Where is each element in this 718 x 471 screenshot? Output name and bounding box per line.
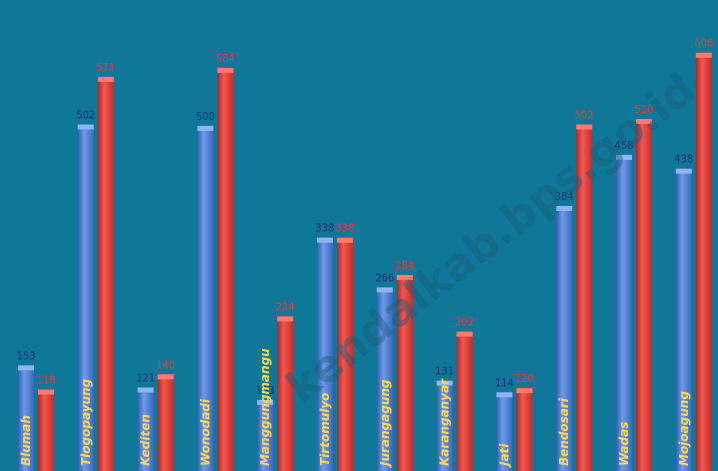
data-label: 266 — [375, 271, 394, 284]
bar-cap — [457, 332, 473, 337]
data-label: 120 — [515, 372, 534, 385]
category-label: Jati — [497, 443, 511, 468]
bar-cap — [158, 374, 174, 379]
data-label: 338 — [316, 222, 335, 235]
bar-cap — [277, 316, 293, 321]
bar-cap — [696, 53, 712, 58]
data-label: 584 — [216, 52, 235, 65]
data-label: 338 — [336, 222, 355, 235]
bar-cap — [197, 126, 213, 131]
data-label: 118 — [37, 374, 56, 387]
data-label: 202 — [455, 316, 474, 329]
bar-cap — [516, 388, 532, 393]
category-label: Kediten — [139, 414, 153, 466]
bar-wonodadi-series-2 — [217, 68, 233, 471]
data-label: 224 — [276, 300, 295, 313]
bar-cap — [217, 68, 233, 73]
data-label: 500 — [196, 110, 215, 123]
data-label: 140 — [156, 358, 175, 371]
category-label: Tlogopayung — [79, 378, 93, 466]
data-label: 153 — [17, 349, 36, 362]
bar-cap — [496, 392, 512, 397]
bar-cap — [337, 238, 353, 243]
category-label: Wonodadi — [198, 398, 212, 466]
category-label: Karanganyar — [438, 378, 452, 466]
data-label: 121 — [136, 371, 155, 384]
data-label: 502 — [76, 109, 95, 122]
bar-jati-series-2 — [516, 388, 532, 471]
category-label: Wadas — [617, 422, 631, 466]
bar-cap — [138, 387, 154, 392]
data-label: 438 — [674, 153, 693, 166]
bar-cap — [38, 390, 54, 395]
bar-manggungmangu-series-2 — [277, 316, 293, 471]
bar-tlogopayung-series-2 — [98, 77, 114, 471]
category-label: Blumah — [19, 415, 33, 466]
bar-cap — [18, 365, 34, 370]
bar-cap — [98, 77, 114, 82]
category-label: Jurangagung — [378, 379, 392, 468]
data-label: 502 — [575, 109, 594, 122]
bar-cap — [78, 125, 94, 130]
category-label: Bendosari — [557, 397, 571, 466]
category-label: Mojoagung — [677, 391, 691, 466]
category-label: Manggungmangu — [258, 348, 272, 466]
bar-blumah-series-2 — [38, 390, 54, 471]
data-label: 606 — [694, 37, 713, 50]
data-label: 131 — [435, 365, 454, 378]
bar-cap — [676, 169, 692, 174]
bar-mojoagung-series-2 — [696, 53, 712, 471]
bar-karanganyar-series-2 — [457, 332, 473, 471]
data-label: 114 — [495, 376, 514, 389]
bar-kediten-series-2 — [158, 374, 174, 471]
bar-wadas-series-2 — [636, 119, 652, 471]
bar-cap — [317, 238, 333, 243]
data-label: 571 — [96, 61, 115, 74]
